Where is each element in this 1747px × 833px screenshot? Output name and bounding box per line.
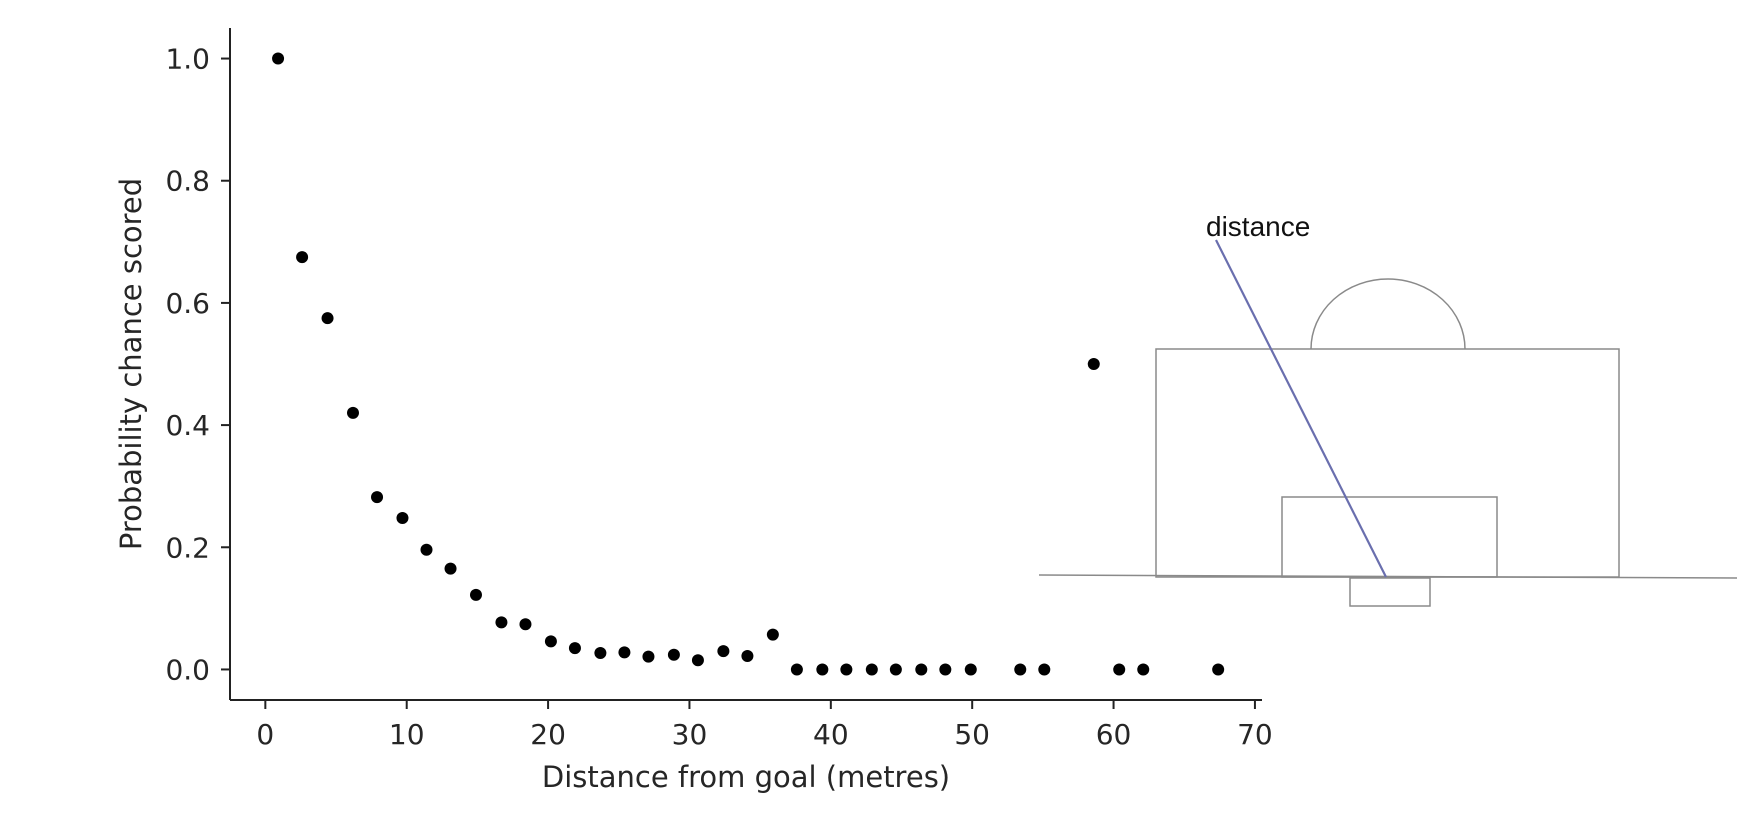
x-tick-label: 30 [672, 718, 708, 751]
data-point [717, 645, 730, 658]
data-point [469, 588, 482, 601]
data-point [544, 635, 557, 648]
six-yard-box [1281, 496, 1498, 578]
data-point [444, 562, 457, 575]
goal [1349, 577, 1431, 607]
penalty-arc [1310, 278, 1466, 350]
data-point [420, 543, 433, 556]
data-point [766, 628, 779, 641]
x-tick-label: 50 [954, 718, 990, 751]
penalty-box-diagram: distance [1038, 211, 1738, 607]
data-point [1038, 663, 1051, 676]
y-tick-label: 0.0 [165, 653, 210, 686]
data-point [741, 650, 754, 663]
y-tick-label: 0.6 [165, 287, 210, 320]
data-point [939, 663, 952, 676]
data-point [1212, 663, 1225, 676]
data-point [691, 654, 704, 667]
data-point [667, 648, 680, 661]
data-point [321, 312, 334, 325]
distance-line [1215, 239, 1387, 578]
y-tick-label: 0.2 [165, 531, 210, 564]
distance-label: distance [1206, 211, 1310, 242]
data-point [594, 646, 607, 659]
x-tick-label: 60 [1096, 718, 1132, 751]
data-point [396, 511, 409, 524]
y-tick-label: 1.0 [165, 43, 210, 76]
data-point [346, 406, 359, 419]
data-point [915, 663, 928, 676]
y-tick-label: 0.8 [165, 165, 210, 198]
data-point [889, 663, 902, 676]
scatter-points [272, 52, 1225, 676]
data-point [618, 646, 631, 659]
x-tick-label: 70 [1237, 718, 1273, 751]
data-point [495, 616, 508, 629]
data-point [865, 663, 878, 676]
x-tick-label: 0 [256, 718, 274, 751]
data-point [519, 618, 532, 631]
data-point [790, 663, 803, 676]
x-tick-label: 10 [389, 718, 425, 751]
x-axis-ticks: 0 10 20 30 40 50 60 70 [256, 700, 1273, 751]
x-tick-label: 20 [530, 718, 566, 751]
data-point [1113, 663, 1126, 676]
data-point [1137, 663, 1150, 676]
penalty-area [1155, 348, 1620, 578]
x-tick-label: 40 [813, 718, 849, 751]
data-point [1014, 663, 1027, 676]
data-point [964, 663, 977, 676]
data-point [840, 663, 853, 676]
x-axis-label: Distance from goal (metres) [542, 760, 950, 794]
y-tick-label: 0.4 [165, 409, 210, 442]
data-point [371, 491, 384, 504]
data-point [642, 650, 655, 663]
y-axis-label: Probability chance scored [114, 178, 148, 550]
data-point [568, 642, 581, 655]
data-point [816, 663, 829, 676]
data-point [272, 52, 285, 65]
data-point [1087, 358, 1100, 370]
y-axis-ticks: 0.0 0.2 0.4 0.6 0.8 1.0 [165, 43, 230, 686]
data-point [296, 251, 309, 264]
